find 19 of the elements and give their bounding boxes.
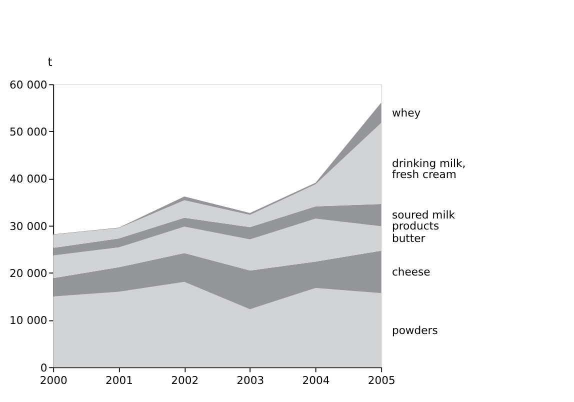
- series-label: butter: [392, 232, 426, 246]
- x-tick-label: 2002: [171, 374, 199, 387]
- y-tick-label: 60 000: [10, 78, 48, 92]
- series-label: whey: [392, 106, 422, 120]
- x-tick-label: 2005: [368, 374, 396, 387]
- y-tick-label: 20 000: [10, 266, 48, 280]
- y-tick-label: 30 000: [10, 220, 48, 233]
- x-tick-label: 2000: [40, 374, 68, 387]
- y-tick-label: 10 000: [10, 314, 48, 328]
- x-tick-label: 2001: [105, 374, 133, 387]
- series-label: cheese: [392, 266, 431, 279]
- y-tick-label: 0: [40, 361, 48, 374]
- y-tick-label: 40 000: [10, 172, 48, 186]
- series-label: drinking milk, fresh cream: [392, 157, 466, 181]
- y-axis-title: t: [48, 54, 53, 69]
- y-tick-label: 50 000: [10, 125, 48, 138]
- x-tick-label: 2004: [302, 374, 330, 387]
- x-tick-label: 2003: [236, 374, 264, 387]
- series-label: powders: [392, 324, 438, 337]
